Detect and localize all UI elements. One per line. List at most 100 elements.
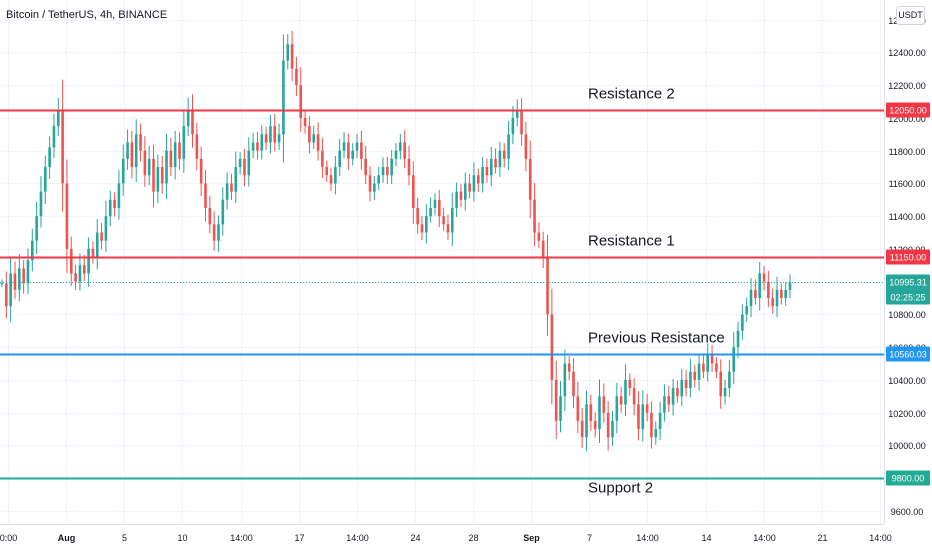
candle-body [368, 175, 372, 192]
candle-body [360, 142, 363, 159]
candle-body [260, 134, 264, 151]
candle-body [204, 183, 207, 208]
time-tick-label: 10 [177, 533, 187, 543]
candle-body [386, 167, 389, 176]
time-tick-label: 14:00 [636, 533, 659, 543]
candle-body [754, 289, 757, 299]
candle-body [515, 109, 519, 118]
candle-body [745, 306, 749, 315]
candle-body [533, 199, 536, 233]
candle-body [13, 273, 17, 290]
candle-body [463, 183, 467, 200]
candle-body [459, 191, 463, 200]
candle-body [780, 289, 783, 299]
candle-body [433, 199, 437, 208]
currency-unit-button[interactable]: USDT [896, 6, 925, 25]
price-tick-label: 10800.00 [888, 310, 926, 320]
time-tick-label: 21 [817, 533, 827, 543]
level-label: Support 2 [588, 480, 653, 497]
level-label: Resistance 1 [588, 233, 675, 250]
candle-body [732, 347, 736, 372]
candle-body [580, 420, 584, 438]
candle-body [416, 207, 419, 225]
candle-body [334, 167, 337, 184]
candle-body [212, 224, 216, 241]
candle-body [559, 396, 562, 421]
candle-body [325, 167, 329, 176]
candle-body [5, 283, 8, 307]
candle-body [43, 167, 47, 192]
candle-body [282, 60, 285, 135]
candle-body [784, 289, 787, 299]
candle-body [247, 150, 251, 176]
candle-body [347, 142, 350, 159]
time-tick-label: 14 [701, 533, 711, 543]
candle-body [429, 207, 432, 217]
candle-body [342, 142, 346, 151]
candle-body [230, 183, 233, 192]
candle-body [9, 273, 12, 307]
candle-body [719, 371, 723, 397]
candle-body [680, 379, 684, 397]
candle-body [31, 240, 34, 261]
candle-body [303, 117, 307, 127]
candle-body [0, 283, 4, 285]
candle-body [472, 175, 476, 192]
candle-body [520, 109, 523, 135]
time-tick-label: 0:00 [0, 533, 17, 543]
price-tick-label: 10200.00 [888, 409, 926, 419]
candle-body [143, 150, 147, 176]
candle-body [87, 248, 90, 274]
candle-body [225, 183, 229, 200]
candle-body [95, 232, 99, 258]
candle-body [412, 175, 415, 208]
candle-body [277, 134, 281, 143]
candle-body [295, 68, 298, 86]
candle-body [537, 232, 541, 241]
candle-body [377, 175, 380, 184]
candle-body [82, 265, 86, 274]
candle-body [329, 175, 333, 184]
candle-body [788, 282, 792, 290]
candle-body [256, 142, 259, 151]
candle-body [619, 396, 623, 405]
time-axis[interactable]: 0:00 Aug 5 10 14:00 17 14:00 24 28 Sep 7 14:00 14 14:… [0, 533, 892, 543]
candle-body [195, 134, 199, 159]
candle-body [528, 158, 532, 200]
candle-body [650, 412, 653, 438]
candle-body [69, 248, 73, 274]
candle-body [567, 363, 571, 372]
time-tick-label: 14:00 [753, 533, 776, 543]
candle-body [182, 126, 186, 159]
level-label: Resistance 2 [588, 86, 675, 103]
candle-body [113, 199, 116, 208]
plot-background [0, 0, 884, 524]
candle-body [485, 167, 489, 176]
candle-body [108, 199, 112, 217]
candle-body [546, 257, 549, 315]
time-tick-label: Sep [523, 533, 540, 543]
candle-body [550, 314, 554, 380]
candle-body [121, 158, 125, 184]
candle-body [554, 379, 558, 421]
price-axis[interactable]: 9600.00 9800.00 10000.00 10200.00 10400.00 10… [888, 16, 926, 517]
candle-body [589, 404, 593, 421]
candle-body [710, 355, 714, 364]
candle-body [476, 175, 480, 184]
time-tick-label: 24 [410, 533, 420, 543]
candle-body [104, 216, 108, 241]
bar-countdown-label: 02:25:25 [890, 293, 925, 303]
candle-body [173, 142, 177, 168]
candle-body [593, 420, 597, 430]
candle-body [541, 240, 545, 258]
candle-body [316, 134, 320, 151]
level-price-tag [886, 346, 930, 362]
candle-body [602, 396, 606, 413]
candle-body [576, 396, 580, 421]
candle-body [667, 396, 671, 405]
candle-body [420, 224, 424, 233]
candle-body [403, 142, 406, 159]
candle-body [26, 260, 30, 284]
candle-body [290, 44, 294, 69]
